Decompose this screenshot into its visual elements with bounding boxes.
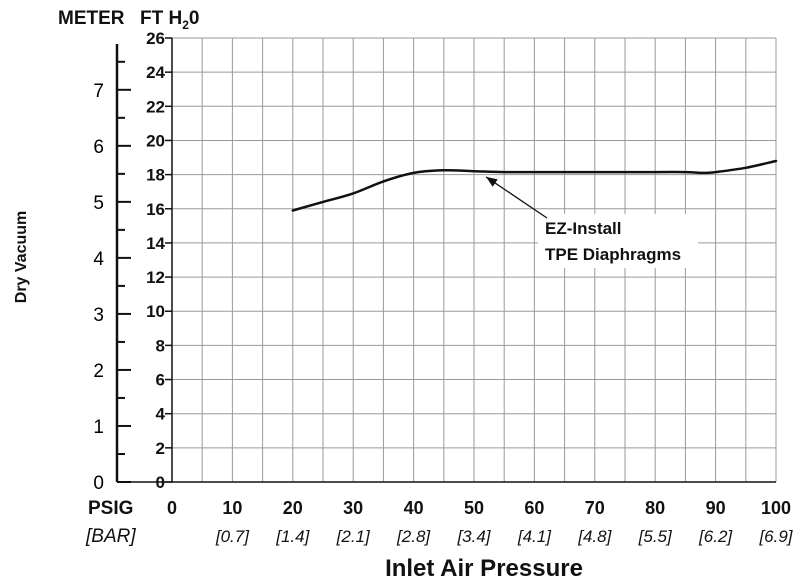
ft-tick-label: 2: [156, 439, 165, 458]
meter-tick-label: 6: [93, 137, 104, 158]
ft-tick-label: 8: [156, 336, 165, 355]
ft-tick-label: 0: [156, 473, 165, 492]
x-tick-label: 100: [761, 498, 791, 518]
x-tick-label: 30: [343, 498, 363, 518]
ft-tick-label: 16: [146, 200, 165, 219]
ft-tick-label: 14: [146, 234, 165, 253]
ft-tick-label: 22: [146, 97, 165, 116]
series-line: [291, 159, 778, 212]
y-axis-title: Dry Vacuum: [13, 211, 30, 303]
meter-tick-label: 2: [93, 361, 104, 382]
x-tick-label: 50: [464, 498, 484, 518]
bar-tick-label: [6.9]: [758, 527, 793, 546]
x-tick-label: 60: [524, 498, 544, 518]
annotation: EZ-Install TPE Diaphragms: [485, 176, 698, 268]
bar-unit-label: [BAR]: [85, 526, 136, 547]
ft-tick-label: 26: [146, 29, 165, 48]
ft-tick-label: 10: [146, 302, 165, 321]
x-axis-title: Inlet Air Pressure: [385, 555, 583, 582]
ft-tick-label: 4: [156, 405, 166, 424]
x-tick-label: 80: [645, 498, 665, 518]
bar-tick-label: [1.4]: [275, 527, 310, 546]
ft-tick-label: 24: [146, 63, 165, 82]
meter-axis-unit: METER: [58, 8, 125, 29]
meter-tick-label: 7: [93, 81, 104, 102]
meter-tick-label: 1: [93, 417, 104, 438]
annotation-box: [538, 214, 698, 268]
bar-tick-label: [5.5]: [638, 527, 673, 546]
x-tick-label: 10: [222, 498, 242, 518]
x-tick-label: 70: [585, 498, 605, 518]
psig-unit-label: PSIG: [88, 498, 133, 519]
bar-tick-label: [3.4]: [456, 527, 491, 546]
annotation-line-2: TPE Diaphragms: [545, 245, 681, 264]
meter-tick-label: 0: [93, 473, 104, 494]
series: [291, 159, 778, 212]
tick-labels: 0 10 20 30 40 50 60 70 80 90 100[0.7] [1.4] [2.1] [2.…: [93, 29, 793, 546]
bar-tick-label: [2.1]: [336, 527, 371, 546]
ft-tick-label: 12: [146, 268, 165, 287]
bar-tick-label: [4.1]: [517, 527, 552, 546]
x-tick-label: 20: [283, 498, 303, 518]
bar-tick-label: [0.7]: [215, 527, 250, 546]
ft-tick-label: 6: [156, 371, 165, 390]
bar-tick-label: [2.8]: [396, 527, 431, 546]
axes: [115, 37, 776, 483]
meter-tick-label: 4: [93, 249, 104, 270]
meter-tick-label: 3: [93, 305, 104, 326]
bar-tick-label: [6.2]: [698, 527, 733, 546]
annotation-arrowhead: [486, 176, 498, 187]
ft-tick-label: 18: [146, 166, 165, 185]
ft-axis-unit: FT H20: [140, 8, 199, 32]
ft-tick-label: 20: [146, 131, 165, 150]
x-tick-label: 0: [167, 498, 177, 518]
x-tick-label: 90: [706, 498, 726, 518]
bar-tick-label: [4.8]: [577, 527, 612, 546]
x-tick-label: 40: [404, 498, 424, 518]
meter-tick-label: 5: [93, 193, 104, 214]
annotation-arrow: [485, 176, 548, 219]
annotation-line-1: EZ-Install: [545, 219, 622, 238]
